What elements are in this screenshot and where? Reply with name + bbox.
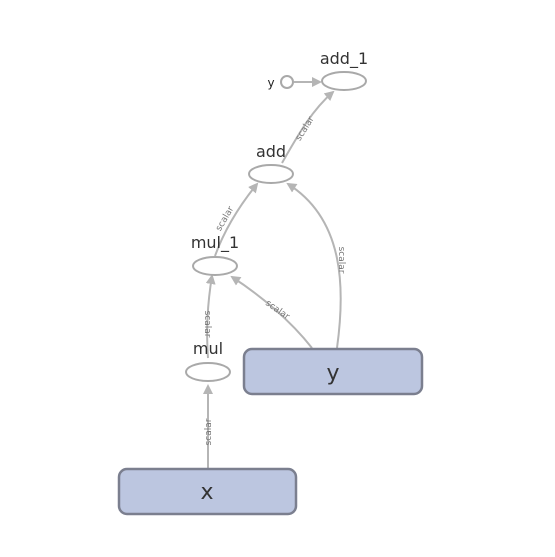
edge-label-add-add1: scalar [294, 115, 317, 143]
edge-y-to-mul1 [230, 275, 313, 349]
node-mul-shape[interactable] [185, 362, 231, 382]
node-x-label: x [200, 480, 213, 505]
node-mul-1[interactable]: mul_1 [191, 233, 239, 276]
edge-y-to-add [286, 182, 342, 349]
node-mul[interactable]: mul [185, 339, 231, 382]
node-add-1[interactable]: add_1 [320, 49, 368, 91]
edge-label-x-mul: scalar [204, 418, 214, 445]
node-mul-label: mul [193, 339, 223, 358]
node-y-input[interactable]: y [267, 75, 294, 90]
node-y-label: y [326, 361, 339, 386]
node-add-shape[interactable] [248, 164, 294, 184]
node-mul-1-label: mul_1 [191, 233, 239, 253]
node-y[interactable]: y [242, 347, 424, 396]
node-y-shape[interactable] [242, 347, 424, 396]
edge-label-mul-mul1: scalar [202, 311, 212, 338]
node-x-shape[interactable] [117, 467, 298, 516]
node-add[interactable]: add [248, 142, 294, 184]
node-add-1-shape[interactable] [321, 71, 367, 91]
edge-mul-to-mul1 [205, 274, 216, 359]
node-mul-1-shape[interactable] [192, 256, 238, 276]
node-y-input-shape[interactable] [280, 75, 294, 89]
node-x[interactable]: x [117, 467, 298, 516]
node-add-1-label: add_1 [320, 49, 368, 69]
edge-label-y-add: scalar [336, 247, 346, 274]
edge-label-y-mul1: scalar [263, 299, 291, 323]
node-add-label: add [256, 142, 286, 161]
node-y-input-label: y [267, 76, 274, 90]
edge-mul1-to-add [214, 182, 259, 257]
edges [203, 77, 342, 468]
edge-add-to-add1 [281, 90, 335, 164]
